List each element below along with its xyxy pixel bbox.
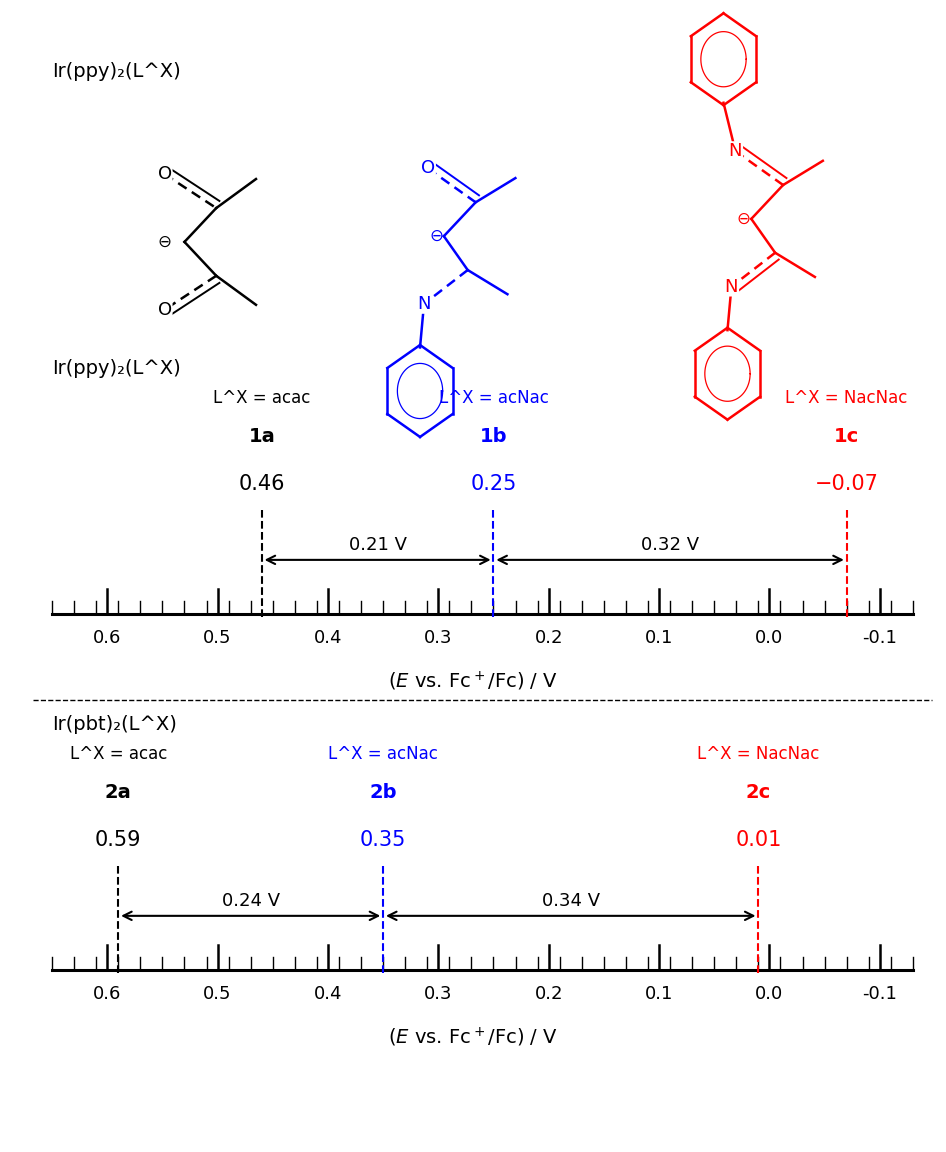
Text: 0.6: 0.6 — [93, 629, 121, 647]
Text: L^X = acNac: L^X = acNac — [439, 388, 549, 407]
Text: 0.35: 0.35 — [359, 831, 407, 850]
Text: Ir(pbt)₂(L^X): Ir(pbt)₂(L^X) — [52, 715, 177, 734]
Text: 0.01: 0.01 — [735, 831, 781, 850]
Text: 2a: 2a — [105, 783, 131, 802]
Text: O: O — [158, 301, 171, 319]
Text: N: N — [417, 295, 430, 313]
Text: 0.32 V: 0.32 V — [641, 536, 699, 554]
Text: O: O — [158, 165, 171, 183]
Text: 0.21 V: 0.21 V — [349, 536, 407, 554]
Text: 2b: 2b — [369, 783, 397, 802]
Text: 1c: 1c — [834, 427, 859, 446]
Text: ⊖: ⊖ — [158, 233, 171, 251]
Text: 0.2: 0.2 — [534, 985, 563, 1003]
Text: 0.24 V: 0.24 V — [221, 892, 280, 910]
Text: 0.0: 0.0 — [755, 985, 783, 1003]
Text: L^X = NacNac: L^X = NacNac — [785, 388, 908, 407]
Text: 0.46: 0.46 — [238, 475, 285, 494]
Text: L^X = acNac: L^X = acNac — [328, 744, 438, 763]
Text: 0.4: 0.4 — [314, 985, 342, 1003]
Text: 0.59: 0.59 — [95, 831, 142, 850]
Text: N: N — [728, 142, 743, 160]
Text: 0.6: 0.6 — [93, 985, 121, 1003]
Text: 0.5: 0.5 — [203, 985, 232, 1003]
Text: Ir(ppy)₂(L^X): Ir(ppy)₂(L^X) — [52, 359, 181, 378]
Text: 0.34 V: 0.34 V — [542, 892, 600, 910]
Text: 0.2: 0.2 — [534, 629, 563, 647]
Text: ⊖: ⊖ — [736, 210, 750, 228]
Text: N: N — [725, 278, 738, 296]
Text: O: O — [421, 159, 435, 177]
Text: 0.0: 0.0 — [755, 629, 783, 647]
Text: 0.3: 0.3 — [424, 985, 452, 1003]
Text: −0.07: −0.07 — [815, 475, 879, 494]
Text: ($\it{E}$ vs. Fc$^+$/Fc) / V: ($\it{E}$ vs. Fc$^+$/Fc) / V — [388, 1025, 558, 1048]
Text: L^X = NacNac: L^X = NacNac — [697, 744, 819, 763]
Text: 0.3: 0.3 — [424, 629, 452, 647]
Text: 1b: 1b — [480, 427, 507, 446]
Text: Ir(ppy)₂(L^X): Ir(ppy)₂(L^X) — [52, 62, 181, 81]
Text: L^X = acac: L^X = acac — [70, 744, 166, 763]
Text: 1a: 1a — [249, 427, 275, 446]
Text: L^X = acac: L^X = acac — [213, 388, 310, 407]
Text: 0.1: 0.1 — [645, 629, 674, 647]
Text: ⊖: ⊖ — [429, 227, 443, 245]
Text: 0.5: 0.5 — [203, 629, 232, 647]
Text: -0.1: -0.1 — [863, 985, 897, 1003]
Text: -0.1: -0.1 — [863, 629, 897, 647]
Text: 0.25: 0.25 — [470, 475, 517, 494]
Text: 0.1: 0.1 — [645, 985, 674, 1003]
Text: 0.4: 0.4 — [314, 629, 342, 647]
Text: 2c: 2c — [745, 783, 771, 802]
Text: ($\it{E}$ vs. Fc$^+$/Fc) / V: ($\it{E}$ vs. Fc$^+$/Fc) / V — [388, 669, 558, 692]
